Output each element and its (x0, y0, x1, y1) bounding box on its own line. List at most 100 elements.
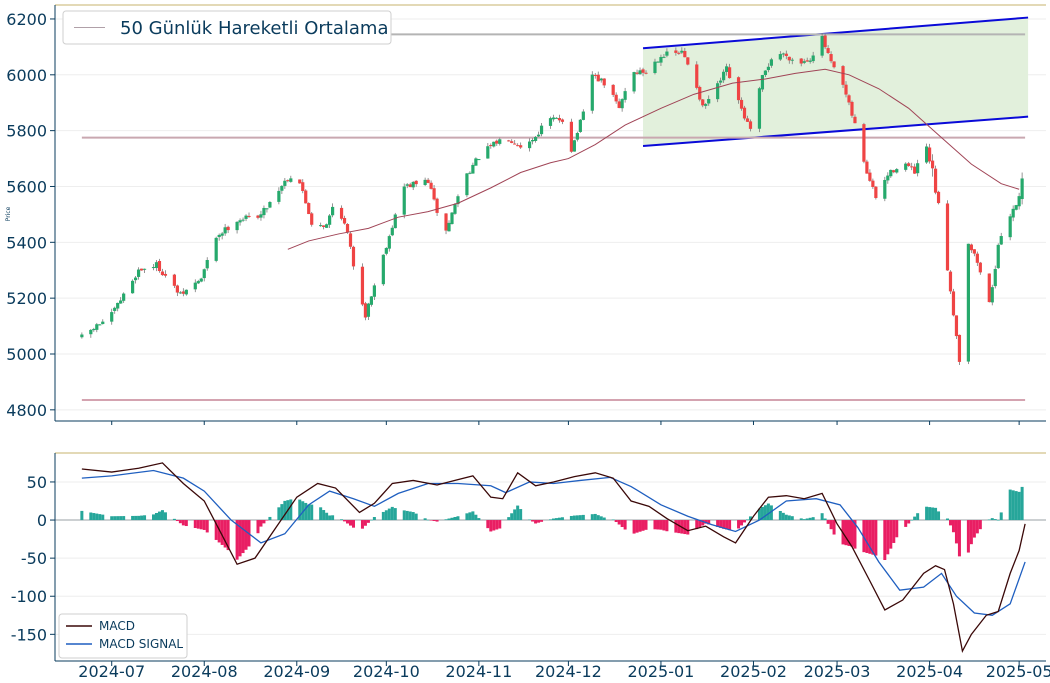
macd-hist-bar (1020, 486, 1024, 521)
price-tick-label: 4800 (6, 401, 47, 420)
price-tick-label: 5400 (6, 233, 47, 252)
macd-hist-bar (298, 499, 302, 521)
candle-body (184, 289, 188, 295)
candle-body (510, 141, 514, 143)
candle-body (1014, 205, 1018, 210)
macd-hist-bar (492, 520, 496, 531)
candle-body (826, 48, 830, 53)
candle-body (390, 227, 394, 236)
candle-body (999, 236, 1003, 245)
candle-body (259, 214, 263, 218)
macd-hist-bar (569, 515, 573, 521)
candle-body (895, 169, 899, 173)
macd-hist-bar (432, 520, 436, 521)
macd-hist-bar (152, 514, 156, 521)
macd-hist-bar (1017, 491, 1021, 521)
macd-hist-bar (769, 505, 773, 521)
candle-body (348, 233, 353, 247)
macd-hist-bar (760, 506, 764, 521)
candle-body (883, 179, 887, 199)
macd-hist-bar (954, 520, 958, 544)
macd-hist-bar (471, 511, 475, 521)
macd-hist-bar (172, 518, 176, 521)
macd-hist-bar (850, 520, 854, 547)
candle-body (339, 207, 344, 219)
price-y-ticks: 4800 5000 5200 5400 5600 5800 6000 6200 (6, 10, 55, 420)
candle-body (907, 163, 911, 166)
candle-body (614, 94, 618, 102)
candle-body (157, 260, 162, 272)
candle-body (975, 253, 979, 263)
channel-upper-line (642, 16, 1029, 50)
candle-body (471, 164, 475, 174)
candle-body (151, 267, 156, 269)
candle-body (548, 118, 553, 126)
candle-body (116, 302, 120, 309)
macd-hist-bar (265, 520, 269, 521)
candle-body (175, 285, 179, 293)
candle-body (948, 271, 953, 292)
price-tick-label: 5200 (6, 289, 47, 308)
candle-body (408, 184, 412, 188)
x-tick-label: 2024-10 (353, 662, 420, 681)
candle-body (623, 91, 627, 100)
macd-hist-bar (322, 510, 326, 521)
candle-body (330, 206, 335, 216)
macd-hist-bar (895, 520, 899, 538)
candle-body (372, 285, 376, 297)
macd-hist-bar (283, 500, 287, 521)
macd-hist-bar (868, 520, 872, 554)
candle-body (874, 186, 878, 198)
macd-hist-bar (495, 520, 499, 530)
candle-body (238, 220, 242, 223)
macd-hist-bar (453, 517, 457, 521)
candle-body (641, 69, 645, 73)
macd-hist-bar (540, 520, 544, 522)
candle-body (551, 117, 556, 120)
candle-body (142, 268, 147, 270)
candle-body (716, 83, 720, 100)
candle-body (811, 55, 815, 62)
candle-body (736, 77, 741, 101)
macd-hist-bar (599, 516, 603, 521)
candle-body (429, 182, 433, 189)
candle-body (581, 111, 585, 120)
candle-body (701, 99, 705, 106)
candle-body (411, 181, 415, 188)
candle-body (495, 140, 499, 144)
macd-hist-bar (426, 519, 430, 521)
macd-hist-bar (184, 520, 188, 527)
candle-body (286, 180, 290, 182)
macd-hist-bar (951, 520, 955, 533)
legend-macd-label: MACD (99, 619, 135, 633)
candle-body (202, 269, 206, 279)
macd-hist-bar (966, 520, 970, 553)
candle-body (280, 185, 284, 191)
candle-body (498, 139, 502, 144)
candle-body (384, 247, 388, 254)
candle-body (945, 203, 950, 271)
macd-tick-label: -50 (21, 549, 47, 568)
macd-hist-bar (993, 519, 997, 521)
macd-legend: MACD MACD SIGNAL (58, 613, 188, 659)
candle-body (602, 78, 606, 86)
candle-body (405, 184, 409, 186)
macd-hist-bar (683, 520, 687, 535)
candle-body (131, 280, 135, 294)
candle-body (805, 60, 809, 62)
macd-hist-bar (223, 520, 227, 548)
macd-hist-bar (886, 520, 890, 555)
candle-body (217, 234, 221, 238)
macd-hist-bar (990, 518, 994, 521)
candle-body (101, 321, 105, 325)
candle-body (133, 277, 138, 281)
macd-hist-bar (802, 519, 806, 521)
macd-hist-bar (134, 515, 138, 521)
macd-hist-bar (351, 520, 355, 528)
candle-body (704, 104, 708, 106)
candle-body (781, 53, 785, 55)
channel-lower-line (642, 115, 1029, 147)
macd-hist-bar (110, 516, 114, 521)
candle-body (528, 141, 532, 149)
candle-body (644, 72, 648, 74)
